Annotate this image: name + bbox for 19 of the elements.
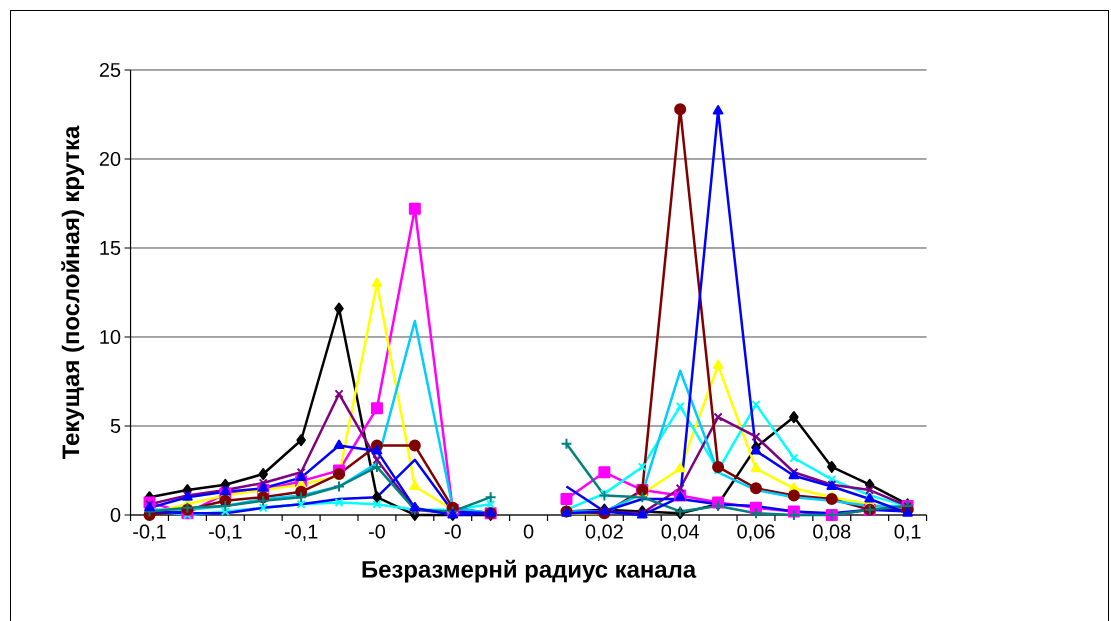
x-tick-label: 0,06 (737, 524, 775, 541)
x-tick-label: 0,1 (894, 524, 921, 541)
y-tick-label: 25 (99, 62, 121, 78)
x-tick-label: -0,1 (133, 524, 166, 541)
x-tick-label: 0,02 (585, 524, 623, 541)
x-tick-label: -0 (368, 524, 386, 539)
y-tick-label: 20 (99, 151, 121, 167)
x-tick-label: -0 (444, 524, 461, 539)
x-axis-title: Безразмернй радиус канала (362, 559, 697, 583)
y-axis-title: Текущая (послойная) крутка (61, 125, 85, 460)
y-tick-label: 5 (110, 419, 121, 433)
y-tick-label: 15 (100, 241, 121, 255)
x-tick-label: -0,1 (284, 524, 318, 541)
x-tick-label: -0,1 (209, 524, 242, 541)
y-tick-label: 10 (100, 329, 121, 345)
x-tick-label: 0,08 (813, 524, 851, 541)
x-tick-label: 0 (523, 524, 534, 539)
x-tick-label: 0,04 (661, 524, 699, 541)
y-tick-label: 0 (110, 507, 121, 523)
